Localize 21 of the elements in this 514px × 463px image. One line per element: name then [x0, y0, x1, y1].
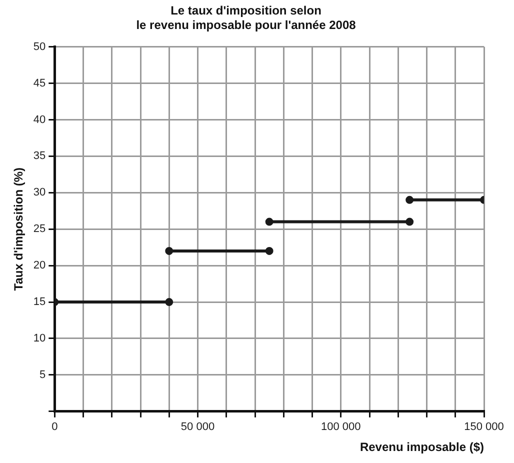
y-tick-label: 50	[33, 40, 46, 53]
point	[406, 218, 414, 226]
x-tick-label: 150 000	[464, 421, 504, 434]
x-tick-label: 0	[52, 421, 58, 434]
x-tick-label: 50 000	[180, 421, 215, 434]
x-tick-label: 100 000	[320, 421, 361, 434]
y-tick-label: 35	[33, 150, 46, 162]
point	[265, 218, 274, 226]
y-tick-label: 30	[33, 186, 46, 199]
point	[265, 246, 274, 255]
y-tick-label: 25	[33, 223, 46, 236]
y-tick-label: 10	[33, 332, 46, 345]
x-axis-title: Revenu imposable ($)	[360, 440, 484, 454]
y-tick-label: 20	[33, 260, 46, 272]
point	[165, 246, 174, 255]
chart-title: Le taux d'imposition selon le revenu imposable pour l'année 2008	[136, 4, 356, 32]
y-tick-label: 40	[33, 114, 46, 126]
y-tick-label: 45	[33, 77, 46, 90]
y-tick-label: 5	[40, 368, 46, 381]
y-tick-label: 15	[33, 296, 46, 308]
y-axis-title: Taux d'imposition (%)	[12, 167, 26, 291]
